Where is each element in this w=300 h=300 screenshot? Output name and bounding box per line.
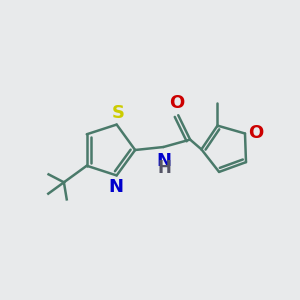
Text: O: O xyxy=(248,124,263,142)
Text: H: H xyxy=(157,159,171,177)
Text: S: S xyxy=(112,103,124,122)
Text: N: N xyxy=(108,178,123,196)
Text: O: O xyxy=(169,94,184,112)
Text: N: N xyxy=(157,152,172,170)
